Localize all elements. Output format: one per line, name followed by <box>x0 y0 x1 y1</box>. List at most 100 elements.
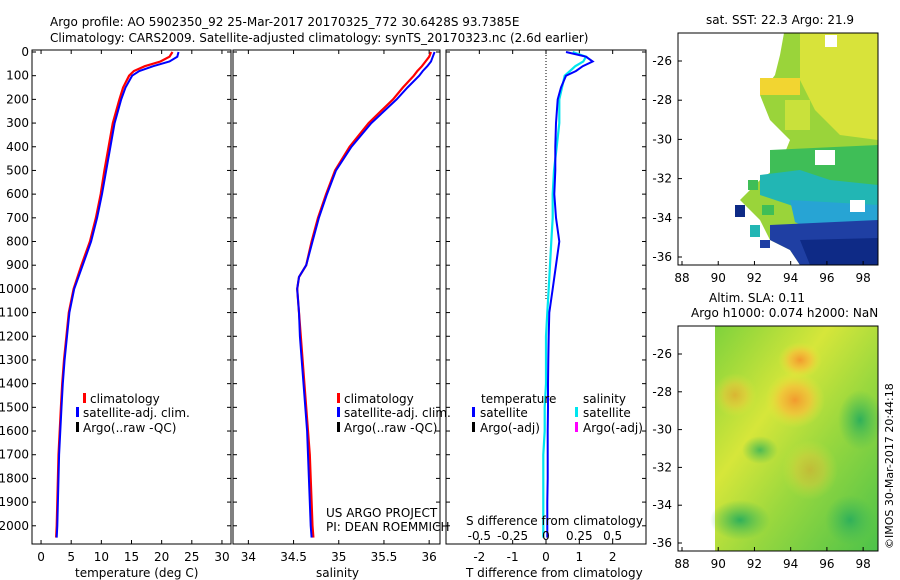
legend-swatch-temp-argo <box>472 422 475 432</box>
salinity-panel-frame <box>232 49 441 545</box>
depth-tick-label: 2000 <box>0 519 29 533</box>
depth-tick-label: 900 <box>6 258 29 272</box>
credit-annotation: ©IMOS 30-Mar-2017 20:44:18 <box>883 383 896 549</box>
depth-tick-label: 1200 <box>0 329 29 343</box>
temperature-x-axis: 0 5 10 15 20 25 30 <box>37 50 230 564</box>
sla-map-frame <box>677 325 879 552</box>
sst-map-image <box>678 33 878 265</box>
map-x-tick-label: 94 <box>783 557 798 571</box>
s-tick-label: 0 <box>542 529 550 543</box>
sst-map-title: sat. SST: 22.3 Argo: 21.9 <box>706 13 854 27</box>
legend-swatch-temp-satellite <box>472 407 475 417</box>
x-tick-label: 35 <box>331 550 346 564</box>
x-tick-label: 20 <box>154 550 169 564</box>
depth-tick-label: 1000 <box>0 282 29 296</box>
map-x-tick-label: 98 <box>855 557 870 571</box>
difference-top-label: S difference from climatology <box>466 514 643 528</box>
salinity-legend: climatology satellite-adj. clim. Argo(..… <box>337 392 451 435</box>
map-x-tick-label: 88 <box>674 271 689 285</box>
salinity-xlabel: salinity <box>316 566 359 580</box>
temperature-satellite-line <box>55 51 180 538</box>
legend-label-argo: Argo(..raw -QC) <box>83 421 176 435</box>
sst-map-axes: 88 90 92 94 96 98 -26 -28 -30 -32 -34 -36 <box>652 54 870 285</box>
difference-legend: temperature salinity satellite Argo(-adj… <box>472 392 643 435</box>
legend-label-satellite: satellite-adj. clim. <box>83 406 190 420</box>
temperature-legend: climatology satellite-adj. clim. Argo(..… <box>76 392 190 435</box>
figure-title-line1: Argo profile: AO 5902350_92 25-Mar-2017 … <box>50 15 519 29</box>
legend-label-climatology: climatology <box>344 392 414 406</box>
map-x-tick-label: 96 <box>819 271 834 285</box>
sla-map-title1: Altim. SLA: 0.11 <box>709 291 805 305</box>
legend-label-temp-argo: Argo(-adj) <box>480 421 540 435</box>
project-annotation: US ARGO PROJECT <box>326 506 438 520</box>
x-tick-label: 5 <box>67 550 75 564</box>
legend-label-argo: Argo(..raw -QC) <box>344 421 437 435</box>
legend-swatch-satellite <box>337 407 340 417</box>
legend-swatch-climatology <box>83 393 86 403</box>
x-tick-label: 36 <box>422 550 437 564</box>
legend-swatch-argo <box>76 422 79 432</box>
legend-label-satellite: satellite-adj. clim. <box>344 406 451 420</box>
x-tick-label: 1 <box>576 550 584 564</box>
map-y-tick-label: -28 <box>652 385 672 399</box>
map-y-tick-label: -32 <box>652 460 672 474</box>
s-tick-label: -0.5 <box>468 529 491 543</box>
depth-axis: 0 100 200 300 400 500 600 700 800 900 1000 1100 1200… <box>0 45 646 533</box>
legend-label-sal-satellite: satellite <box>583 406 631 420</box>
depth-tick-label: 1800 <box>0 471 29 485</box>
x-tick-label: -2 <box>473 550 485 564</box>
map-y-tick-label: -34 <box>652 211 672 225</box>
figure-title-line2: Climatology: CARS2009. Satellite-adjuste… <box>50 31 588 45</box>
depth-tick-label: 1700 <box>0 448 29 462</box>
map-x-tick-label: 88 <box>674 557 689 571</box>
s-tick-label: 0.25 <box>566 529 593 543</box>
map-y-tick-label: -34 <box>652 498 672 512</box>
sla-map-image <box>710 326 882 551</box>
depth-tick-label: 1900 <box>0 495 29 509</box>
legend-label-climatology: climatology <box>90 392 160 406</box>
temperature-difference-line <box>546 51 595 538</box>
map-x-tick-label: 92 <box>747 557 762 571</box>
temperature-xlabel: temperature (deg C) <box>75 566 198 580</box>
s-tick-label: -0.25 <box>497 529 528 543</box>
map-x-tick-label: 92 <box>747 271 762 285</box>
salinity-difference-line <box>542 50 588 538</box>
sst-map-frame <box>677 32 879 266</box>
depth-tick-label: 500 <box>6 163 29 177</box>
depth-tick-label: 800 <box>6 235 29 249</box>
x-tick-label: 34.5 <box>280 550 307 564</box>
depth-tick-label: 700 <box>6 211 29 225</box>
x-tick-label: 2 <box>609 550 617 564</box>
map-x-tick-label: 94 <box>783 271 798 285</box>
x-tick-label: 25 <box>184 550 199 564</box>
salinity-climatology-line <box>296 51 433 538</box>
sla-map-axes: 88 90 92 94 96 98 -26 -28 -30 -32 -34 -36 <box>652 347 870 571</box>
salinity-satellite-line <box>296 51 436 538</box>
legend-swatch-sal-argo <box>575 422 578 432</box>
x-tick-label: 15 <box>124 550 139 564</box>
depth-tick-label: 100 <box>6 69 29 83</box>
legend-swatch-argo <box>337 422 340 432</box>
depth-tick-label: 1100 <box>0 306 29 320</box>
map-y-tick-label: -36 <box>652 536 672 550</box>
legend-label-sal-argo: Argo(-adj) <box>583 421 643 435</box>
map-x-tick-label: 90 <box>711 271 726 285</box>
map-y-tick-label: -32 <box>652 172 672 186</box>
x-tick-label: 35.5 <box>371 550 398 564</box>
temperature-panel-frame <box>31 49 232 545</box>
depth-tick-label: 600 <box>6 187 29 201</box>
s-tick-label: 0.5 <box>603 529 622 543</box>
difference-x-axis: -2 -1 0 1 2 <box>473 50 616 564</box>
map-x-tick-label: 90 <box>711 557 726 571</box>
depth-tick-label: 0 <box>21 45 29 59</box>
legend-swatch-sal-satellite <box>575 407 578 417</box>
depth-tick-label: 1500 <box>0 400 29 414</box>
map-y-tick-label: -26 <box>652 54 672 68</box>
salinity-difference-tick-labels: -0.5 -0.25 0 0.25 0.5 <box>468 529 623 543</box>
depth-tick-label: 300 <box>6 116 29 130</box>
depth-tick-label: 1300 <box>0 353 29 367</box>
depth-tick-label: 1600 <box>0 424 29 438</box>
map-x-tick-label: 98 <box>855 271 870 285</box>
pi-annotation: PI: DEAN ROEMMICH <box>326 520 449 534</box>
